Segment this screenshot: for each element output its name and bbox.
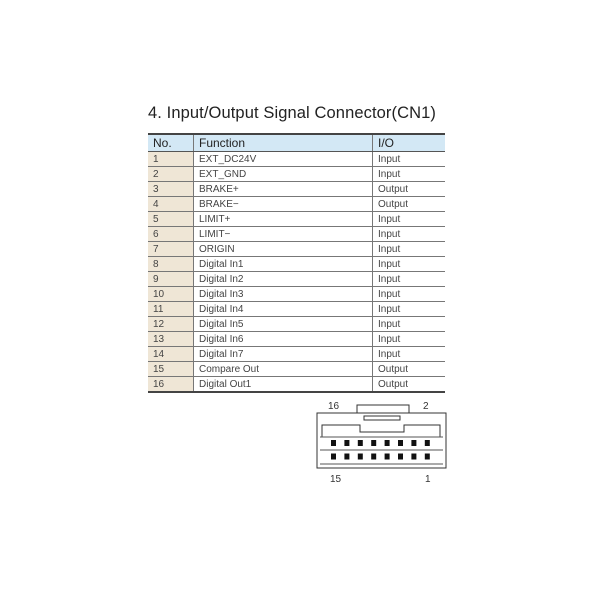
- table-row: 8 Digital In1 Input: [148, 256, 445, 272]
- connector-pin: [371, 440, 377, 446]
- cell-function: Digital In7: [193, 346, 373, 362]
- cell-function: LIMIT+: [193, 211, 373, 227]
- cell-function: EXT_GND: [193, 166, 373, 182]
- table-row: 1 EXT_DC24V Input: [148, 151, 445, 167]
- connector-inner-key: [321, 424, 441, 437]
- cell-function: EXT_DC24V: [193, 151, 373, 167]
- cell-no: 4: [148, 196, 194, 212]
- connector-pin: [411, 440, 417, 446]
- cell-no: 13: [148, 331, 194, 347]
- table-row: 6 LIMIT− Input: [148, 226, 445, 242]
- cell-function: Compare Out: [193, 361, 373, 377]
- table-row: 10 Digital In3 Input: [148, 286, 445, 302]
- cell-io: Input: [372, 211, 445, 227]
- pin-label-16: 16: [328, 401, 340, 412]
- table-row: 15 Compare Out Output: [148, 361, 445, 377]
- table-row: 3 BRAKE+ Output: [148, 181, 445, 197]
- cell-no: 1: [148, 151, 194, 167]
- cell-no: 10: [148, 286, 194, 302]
- header-function: Function: [193, 133, 373, 152]
- connector-pin: [331, 440, 336, 446]
- section-title: 4. Input/Output Signal Connector(CN1): [148, 104, 437, 122]
- cell-no: 12: [148, 316, 194, 332]
- pin-label-15: 15: [330, 474, 342, 485]
- cell-io: Input: [372, 286, 445, 302]
- table-row: 16 Digital Out1 Output: [148, 376, 445, 393]
- cell-io: Input: [372, 226, 445, 242]
- table-row: 11 Digital In4 Input: [148, 301, 445, 317]
- cell-no: 2: [148, 166, 194, 182]
- cell-io: Input: [372, 346, 445, 362]
- cell-io: Input: [372, 256, 445, 272]
- table-header-row: No. Function I/O: [148, 133, 445, 152]
- connector-pin: [384, 440, 390, 446]
- cell-no: 7: [148, 241, 194, 257]
- latch-slot: [363, 415, 401, 421]
- cell-function: BRAKE+: [193, 181, 373, 197]
- cell-function: Digital Out1: [193, 376, 373, 393]
- connector-diagram: 16 2 15 1: [300, 395, 450, 490]
- header-io: I/O: [372, 133, 445, 152]
- cell-function: Digital In5: [193, 316, 373, 332]
- connector-pin: [357, 440, 363, 446]
- cell-function: Digital In1: [193, 256, 373, 272]
- cell-io: Output: [372, 181, 445, 197]
- connector-pin: [371, 453, 377, 460]
- connector-pin: [344, 453, 350, 460]
- cell-function: ORIGIN: [193, 241, 373, 257]
- cell-no: 9: [148, 271, 194, 287]
- connector-outline: [316, 412, 447, 469]
- connector-pin: [398, 453, 403, 460]
- cell-no: 11: [148, 301, 194, 317]
- connector-pin: [398, 440, 403, 446]
- cell-io: Output: [372, 361, 445, 377]
- table-row: 13 Digital In6 Input: [148, 331, 445, 347]
- table-row: 12 Digital In5 Input: [148, 316, 445, 332]
- cell-io: Input: [372, 331, 445, 347]
- connector-latch: [356, 404, 410, 413]
- connector-drawing: [316, 404, 447, 469]
- connector-pin: [411, 453, 417, 460]
- pin-label-2: 2: [423, 401, 429, 412]
- cell-io: Input: [372, 316, 445, 332]
- connector-pin: [424, 440, 430, 446]
- signal-table: No. Function I/O 1 EXT_DC24V Input 2 EXT_GND…: [148, 133, 445, 393]
- table-row: 5 LIMIT+ Input: [148, 211, 445, 227]
- cell-function: Digital In4: [193, 301, 373, 317]
- cell-no: 8: [148, 256, 194, 272]
- connector-pin: [357, 453, 363, 460]
- cell-no: 5: [148, 211, 194, 227]
- cell-function: LIMIT−: [193, 226, 373, 242]
- cell-function: Digital In3: [193, 286, 373, 302]
- cell-function: BRAKE−: [193, 196, 373, 212]
- connector-pin: [344, 440, 350, 446]
- cell-io: Input: [372, 151, 445, 167]
- table-row: 9 Digital In2 Input: [148, 271, 445, 287]
- pin-label-1: 1: [425, 474, 431, 485]
- cell-no: 3: [148, 181, 194, 197]
- cell-no: 16: [148, 376, 194, 393]
- cell-io: Input: [372, 166, 445, 182]
- table-row: 2 EXT_GND Input: [148, 166, 445, 182]
- table-row: 7 ORIGIN Input: [148, 241, 445, 257]
- table-row: 4 BRAKE− Output: [148, 196, 445, 212]
- cell-io: Output: [372, 376, 445, 393]
- connector-pin: [384, 453, 390, 460]
- connector-pin: [331, 453, 336, 460]
- table-row: 14 Digital In7 Input: [148, 346, 445, 362]
- cell-io: Input: [372, 271, 445, 287]
- cell-io: Output: [372, 196, 445, 212]
- cell-no: 14: [148, 346, 194, 362]
- cell-io: Input: [372, 301, 445, 317]
- connector-pin: [424, 453, 430, 460]
- cell-no: 15: [148, 361, 194, 377]
- cell-function: Digital In6: [193, 331, 373, 347]
- header-no: No.: [148, 133, 194, 152]
- cell-io: Input: [372, 241, 445, 257]
- cell-no: 6: [148, 226, 194, 242]
- cell-function: Digital In2: [193, 271, 373, 287]
